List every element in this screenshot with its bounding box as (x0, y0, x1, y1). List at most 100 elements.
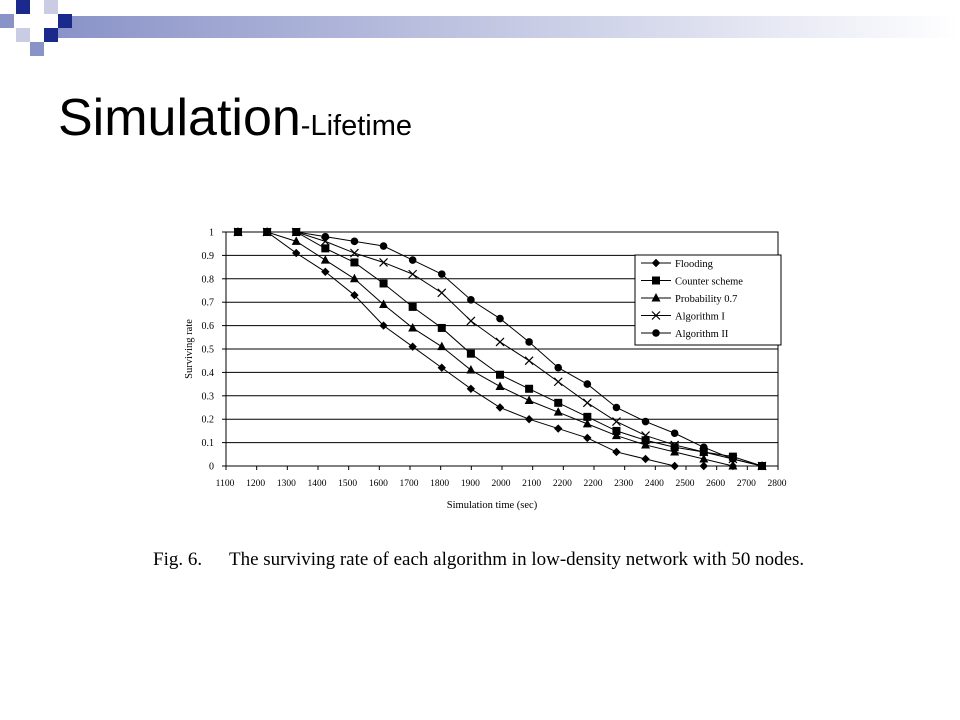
x-tick-label: 1900 (461, 479, 480, 489)
y-tick-label: 0.8 (202, 274, 215, 285)
data-point-algorithm-i (408, 269, 418, 279)
y-tick-label: 0.2 (202, 415, 215, 426)
data-point-probability-0-7 (379, 299, 389, 309)
figure-caption: Fig. 6. The surviving rate of each algori… (153, 548, 833, 572)
x-axis-title: Simulation time (sec) (447, 500, 538, 511)
data-point-algorithm-ii (729, 455, 737, 463)
data-point-algorithm-i (670, 440, 680, 450)
data-point-probability-0-7 (641, 439, 651, 449)
data-point-probability-0-7 (699, 453, 709, 463)
accent-square-6 (44, 28, 58, 42)
accent-square-2 (44, 0, 58, 14)
accent-square-1 (16, 0, 30, 14)
y-tick-label: 0.3 (202, 391, 215, 402)
data-point-algorithm-ii (350, 237, 359, 246)
y-tick-label: 0.1 (202, 438, 215, 449)
data-point-algorithm-ii (379, 242, 388, 250)
data-point-algorithm-i (466, 316, 476, 326)
data-point-counter-scheme (466, 349, 475, 358)
data-point-probability-0-7 (611, 430, 621, 440)
accent-square-7 (30, 42, 44, 56)
data-point-counter-scheme (525, 384, 534, 393)
data-point-probability-0-7 (466, 365, 476, 374)
data-point-algorithm-ii (467, 296, 475, 304)
slide-title: Simulation-Lifetime (58, 88, 412, 148)
data-point-algorithm-i (495, 337, 505, 347)
data-point-counter-scheme (321, 244, 330, 253)
data-point-probability-0-7 (291, 236, 301, 245)
data-point-flooding (495, 403, 505, 412)
y-tick-label: 0.9 (202, 251, 215, 262)
surviving-rate-chart: 0 0.1 0.2 0.3 0.4 0.5 0.6 0.7 0.8 0.9 1 1100 1200 130… (184, 227, 787, 511)
header-decoration (0, 0, 960, 56)
x-tick-label: 2700 (737, 479, 756, 489)
data-point-probability-0-7 (553, 407, 563, 416)
x-tick-label: 1300 (277, 479, 296, 489)
data-point-algorithm-i (524, 356, 534, 366)
data-point-probability-0-7 (582, 418, 592, 428)
x-tick-label: 1800 (430, 479, 449, 489)
data-point-counter-scheme (379, 279, 388, 288)
data-point-flooding (612, 447, 621, 457)
data-point-algorithm-ii (612, 403, 621, 412)
x-tick-label: 2000 (492, 479, 511, 489)
accent-square-5 (16, 28, 30, 42)
accent-square-3 (0, 14, 14, 28)
x-tick-label: 2600 (706, 479, 725, 489)
legend-label-flooding: Flooding (675, 259, 714, 270)
data-point-algorithm-i (350, 248, 359, 258)
caption-text: The surviving rate of each algorithm in … (229, 549, 805, 570)
x-tick-label: 1100 (216, 479, 235, 489)
legend-marker-probability-0-7 (651, 293, 661, 302)
data-point-algorithm-ii (758, 462, 766, 470)
data-point-algorithm-i (379, 257, 388, 267)
accent-bar (58, 16, 960, 38)
data-point-algorithm-ii (525, 338, 533, 346)
data-point-counter-scheme (583, 412, 592, 421)
data-point-counter-scheme (408, 302, 417, 311)
y-tick-label: 0.7 (202, 298, 215, 309)
data-point-algorithm-i (612, 417, 621, 426)
legend-marker-algorithm-i (651, 311, 661, 320)
caption-label: Fig. 6. (153, 549, 203, 570)
data-point-algorithm-i (437, 288, 447, 298)
x-tick-label: 2100 (522, 479, 541, 489)
x-tick-label: 2200 (584, 479, 603, 489)
data-point-algorithm-ii (321, 232, 330, 241)
data-point-algorithm-ii (583, 380, 592, 388)
x-tick-label: 2300 (614, 479, 633, 489)
data-point-flooding (699, 461, 708, 471)
x-tick-label: 2400 (645, 479, 664, 489)
data-point-probability-0-7 (349, 273, 359, 283)
y-tick-label: 0.6 (202, 321, 215, 332)
data-point-algorithm-ii (496, 314, 504, 323)
data-point-counter-scheme (554, 398, 563, 407)
y-tick-label: 0.4 (202, 368, 215, 379)
x-tick-label: 1700 (400, 479, 419, 489)
y-tick-label: 0 (209, 462, 214, 473)
data-point-probability-0-7 (670, 446, 680, 456)
data-point-flooding (292, 248, 301, 258)
legend-label-algorithm-i: Algorithm I (675, 312, 725, 323)
data-point-algorithm-i (641, 431, 650, 441)
data-point-probability-0-7 (320, 255, 330, 264)
slide-title-main: Simulation (58, 89, 301, 147)
data-point-algorithm-i (582, 398, 592, 408)
data-point-flooding (408, 342, 417, 351)
legend-marker-algorithm-ii (652, 329, 660, 337)
data-point-probability-0-7 (524, 395, 534, 404)
x-tick-label: 1400 (308, 479, 327, 489)
data-point-flooding (641, 454, 650, 464)
data-point-algorithm-ii (408, 256, 417, 264)
x-tick-label: 2800 (768, 479, 787, 489)
x-tick-label: 1200 (246, 479, 265, 489)
legend-marker-counter-scheme (652, 276, 660, 285)
data-point-flooding (350, 290, 359, 300)
data-point-algorithm-ii (699, 443, 708, 452)
data-point-flooding (321, 267, 330, 276)
data-point-flooding (524, 415, 534, 424)
data-point-algorithm-ii (641, 417, 650, 426)
data-point-algorithm-ii (292, 228, 301, 236)
data-point-probability-0-7 (495, 381, 505, 390)
y-axis-title: Surviving rate (184, 319, 195, 379)
